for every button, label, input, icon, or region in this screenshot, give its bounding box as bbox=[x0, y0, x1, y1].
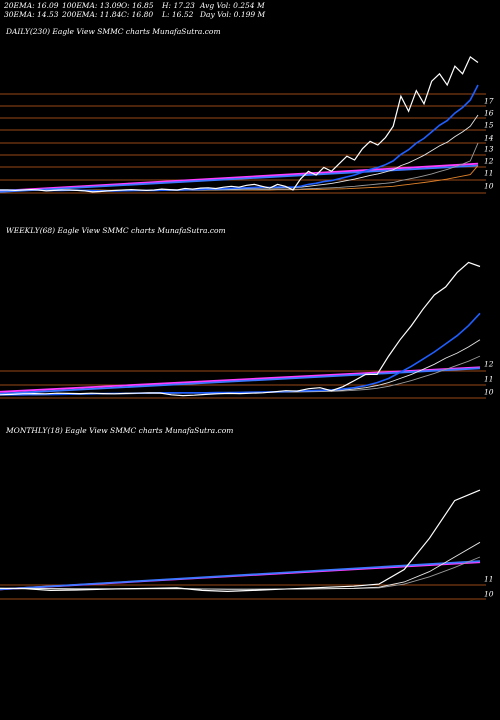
daily-series-trend-magenta bbox=[0, 162, 479, 192]
daily-y-tick-label: 13 bbox=[484, 145, 494, 154]
header-ema30: 30EMA: 14.53 bbox=[4, 10, 59, 19]
weekly-y-tick-label: 10 bbox=[484, 388, 494, 397]
daily-y-tick-label: 12 bbox=[484, 157, 494, 166]
daily-series-trend-blue bbox=[0, 164, 479, 193]
daily-panel-label: DAILY(230) Eagle View SMMC charts Munafa… bbox=[6, 27, 221, 36]
header-ema100: 100EMA: 13.09 bbox=[62, 1, 122, 10]
monthly-panel-label: MONTHLY(18) Eagle View SMMC charts Munaf… bbox=[6, 426, 234, 435]
header-low: L: 16.52 bbox=[162, 10, 194, 19]
monthly-price-line bbox=[0, 489, 481, 593]
header-close: C: 16.80 bbox=[121, 10, 154, 19]
daily-series-20ema bbox=[0, 84, 479, 192]
weekly-price-line bbox=[0, 261, 481, 397]
weekly-series-trend-magenta bbox=[0, 366, 481, 393]
header-ema200: 200EMA: 11.84 bbox=[62, 10, 122, 19]
header-open: O: 16.85 bbox=[121, 1, 154, 10]
daily-y-tick-label: 16 bbox=[484, 109, 494, 118]
daily-y-tick-label: 11 bbox=[484, 169, 494, 178]
weekly-series-ema-fast bbox=[0, 312, 481, 396]
header-ema20: 20EMA: 16.09 bbox=[4, 1, 59, 10]
monthly-y-tick-label: 11 bbox=[484, 575, 494, 584]
monthly-series-ema-mid bbox=[0, 541, 481, 590]
weekly-y-tick-label: 12 bbox=[484, 360, 494, 369]
weekly-y-tick-label: 11 bbox=[484, 375, 494, 384]
daily-y-tick-label: 10 bbox=[484, 182, 494, 191]
weekly-panel-label: WEEKLY(68) Eagle View SMMC charts Munafa… bbox=[6, 226, 226, 235]
header-avgvol: Avg Vol: 0.254 M bbox=[200, 1, 265, 10]
daily-y-tick-label: 17 bbox=[484, 97, 494, 106]
daily-price-line bbox=[0, 55, 479, 193]
daily-y-tick-label: 15 bbox=[484, 121, 494, 130]
header-dayvol: Day Vol: 0.199 M bbox=[200, 10, 266, 19]
header-high: H: 17.23 bbox=[162, 1, 195, 10]
monthly-y-tick-label: 10 bbox=[484, 590, 494, 599]
daily-y-tick-label: 14 bbox=[484, 134, 494, 143]
monthly-series-trend-blue bbox=[0, 560, 481, 591]
